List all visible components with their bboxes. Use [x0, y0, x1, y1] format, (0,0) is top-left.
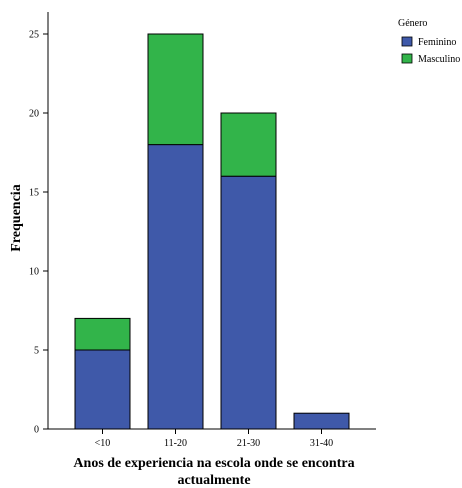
legend-swatch-feminino [401, 36, 413, 47]
x-tick-label: 21-30 [237, 438, 260, 449]
y-tick-label: 5 [34, 346, 39, 357]
y-tick-label: 25 [29, 30, 39, 41]
y-tick-label: 10 [29, 267, 39, 278]
legend-label-masculino: Masculino [418, 54, 460, 65]
y-ticks: 0 5 10 15 20 25 [29, 30, 48, 436]
bar-masculino-2 [147, 33, 204, 146]
x-axis-title-line1: Anos de experiencia na escola onde se en… [73, 456, 354, 471]
bar-feminino-1 [74, 349, 131, 430]
legend-label-feminino: Feminino [418, 37, 456, 48]
bars [74, 33, 350, 430]
x-tick-label: <10 [95, 438, 111, 449]
bar-masculino-3 [220, 112, 277, 177]
bar-masculino-1 [74, 317, 131, 351]
legend-title: Género [398, 18, 427, 29]
bar-feminino-2 [147, 144, 204, 430]
y-axis-title: Frequencia [9, 184, 24, 251]
legend: Género Feminino Masculino [398, 18, 460, 65]
y-tick-label: 15 [29, 188, 39, 199]
x-ticks: <10 11-20 21-30 31-40 [95, 429, 333, 449]
bar-feminino-4 [293, 412, 350, 430]
bar-feminino-3 [220, 175, 277, 430]
y-tick-label: 20 [29, 109, 39, 120]
legend-swatch-masculino [401, 53, 413, 64]
y-tick-label: 0 [34, 425, 39, 436]
x-tick-label: 11-20 [164, 438, 187, 449]
x-axis-title-line2: actualmente [177, 473, 250, 488]
x-tick-label: 31-40 [310, 438, 333, 449]
